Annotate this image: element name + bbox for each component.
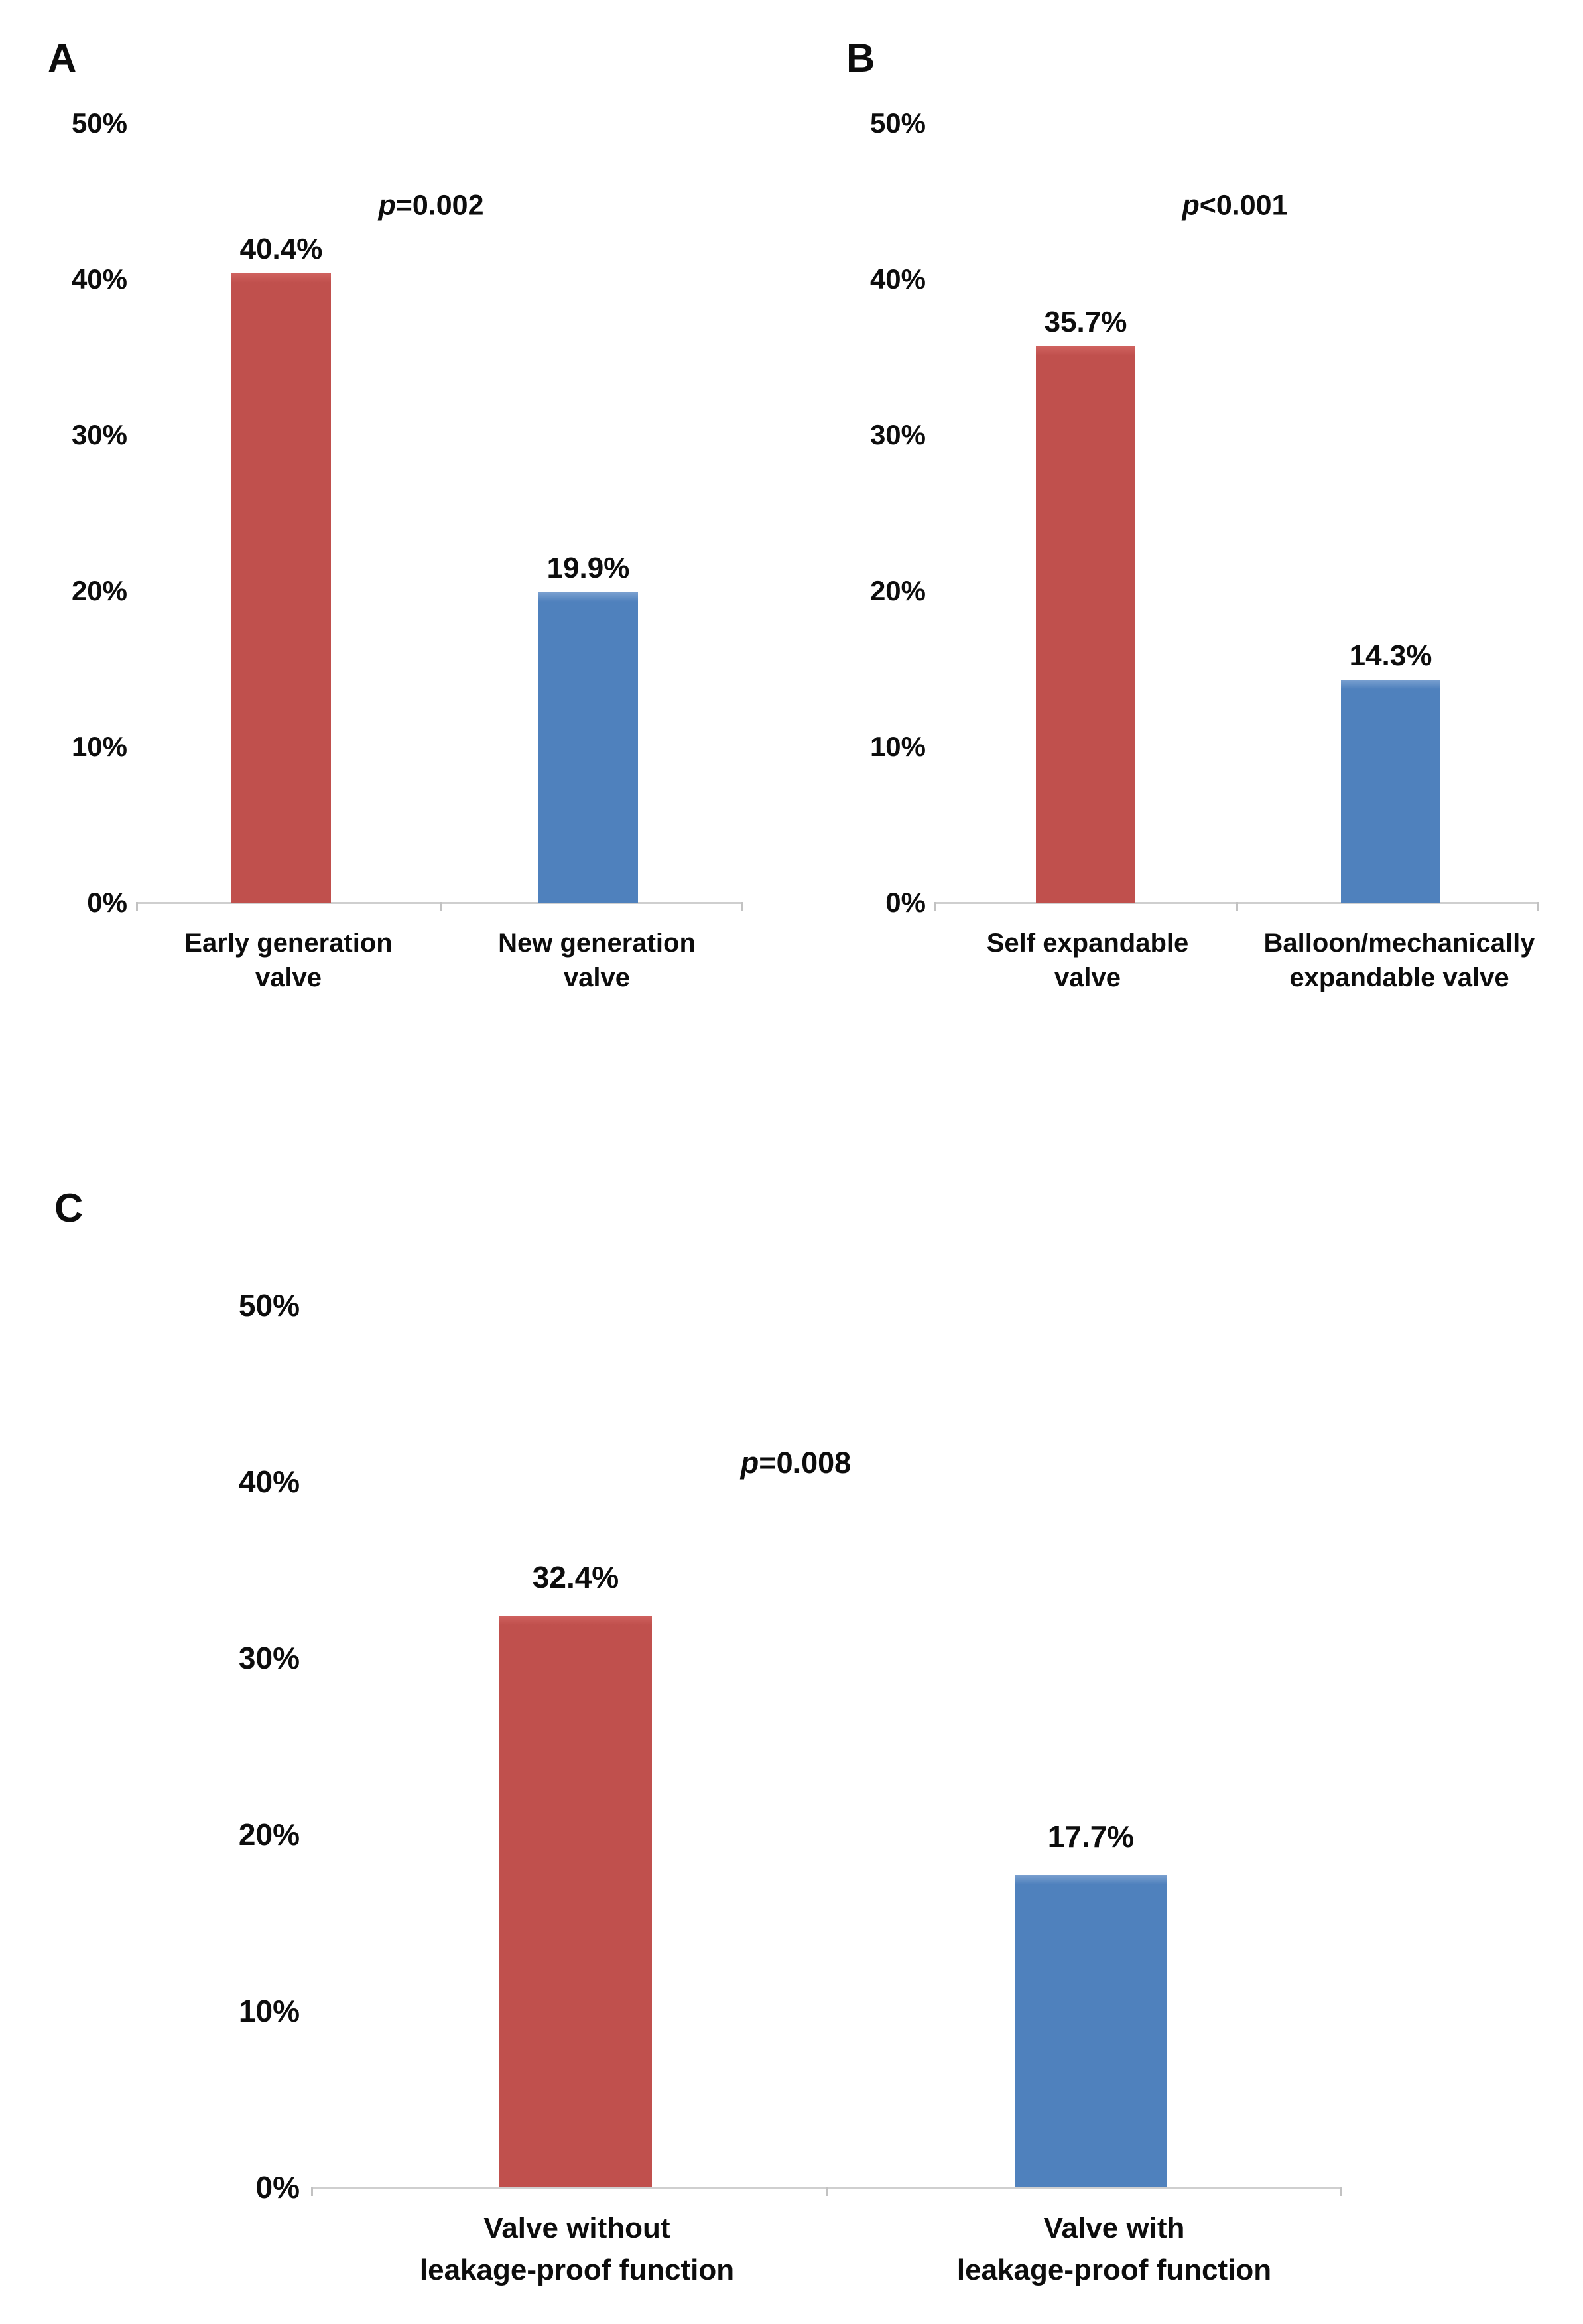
y-tick-label: 10%: [238, 1994, 300, 2028]
x-axis-tick: [440, 902, 442, 911]
category-label-line: New generation: [498, 929, 696, 958]
bar-early-generation-valve: [231, 273, 331, 903]
category-label-line: valve: [1054, 963, 1121, 992]
y-tick-label: 20%: [71, 575, 127, 606]
y-tick-label: 0%: [255, 2170, 300, 2205]
y-tick-label: 20%: [238, 1817, 300, 1852]
y-tick-label: 40%: [869, 263, 926, 294]
p-value-label-c: p=0.008: [741, 1446, 851, 1480]
y-tick-label: 50%: [71, 107, 127, 139]
category-label-line: Self expandable: [986, 929, 1189, 958]
p-value-label-b: p<0.001: [1182, 190, 1288, 222]
bar-self-expandable-valve: [1036, 346, 1135, 903]
y-tick-label: 50%: [238, 1288, 300, 1323]
p-symbol: p: [740, 1446, 759, 1480]
bar-valve-with-leakage-proof-function: [1015, 1875, 1167, 2187]
x-axis-tick: [1537, 902, 1539, 911]
category-label-line: leakage-proof function: [956, 2254, 1272, 2286]
p-symbol: p: [1182, 189, 1200, 222]
bar-balloon-mechanically-expandable-valve: [1341, 679, 1440, 903]
category-label-line: valve: [563, 963, 631, 992]
category-label: Valve without leakage-proof function: [312, 2207, 842, 2291]
category-label-line: leakage-proof function: [419, 2254, 735, 2286]
x-axis-tick: [311, 2187, 313, 2196]
bar-value-label: 17.7%: [1047, 1819, 1135, 1854]
x-axis-tick: [1340, 2187, 1342, 2196]
bar-value-label: 35.7%: [1044, 306, 1127, 339]
y-tick-label: 50%: [869, 107, 926, 139]
x-axis-tick: [1236, 902, 1238, 911]
y-tick-label: 40%: [71, 263, 127, 294]
panel-letter-b: B: [846, 36, 875, 80]
x-axis-tick: [826, 2187, 828, 2196]
y-tick-label: 30%: [238, 1641, 300, 1675]
y-tick-label: 30%: [71, 419, 127, 450]
category-label: New generation valve: [385, 926, 809, 995]
category-label-line: expandable valve: [1289, 963, 1509, 992]
category-label: Balloon/mechanically expandable valve: [1180, 926, 1583, 995]
category-label-line: Early generation: [184, 929, 393, 958]
x-axis-tick: [136, 902, 138, 911]
bar-value-label: 32.4%: [532, 1560, 619, 1595]
bar-value-label: 40.4%: [239, 232, 323, 265]
category-label: Self expandable valve: [869, 926, 1306, 995]
y-tick-label: 40%: [238, 1464, 300, 1499]
category-label: Valve with leakage-proof function: [849, 2207, 1379, 2291]
y-tick-label: 0%: [87, 887, 127, 918]
p-value-text: <0.001: [1199, 189, 1288, 222]
p-value-text: =0.008: [759, 1446, 852, 1480]
category-label-line: Valve without: [483, 2212, 670, 2244]
panel-letter-c: C: [54, 1186, 84, 1230]
category-label-line: Balloon/mechanically: [1263, 929, 1535, 958]
category-label-line: Valve with: [1043, 2212, 1185, 2244]
y-tick-label: 20%: [869, 575, 926, 606]
x-axis-tick: [934, 902, 936, 911]
y-tick-label: 30%: [869, 419, 926, 450]
y-tick-label: 0%: [885, 887, 926, 918]
y-tick-label: 10%: [71, 731, 127, 762]
p-symbol: p: [378, 189, 396, 222]
bar-value-label: 14.3%: [1349, 639, 1432, 672]
category-label-line: valve: [255, 963, 322, 992]
bar-valve-without-leakage-proof-function: [499, 1616, 652, 2187]
bar-new-generation-valve: [538, 592, 638, 903]
p-value-text: =0.002: [395, 189, 484, 222]
y-tick-label: 10%: [869, 731, 926, 762]
x-axis-tick: [741, 902, 743, 911]
p-value-label-a: p=0.002: [379, 190, 484, 222]
panel-letter-a: A: [48, 36, 77, 80]
category-label: Early generation valve: [76, 926, 501, 995]
bar-value-label: 19.9%: [546, 552, 630, 585]
